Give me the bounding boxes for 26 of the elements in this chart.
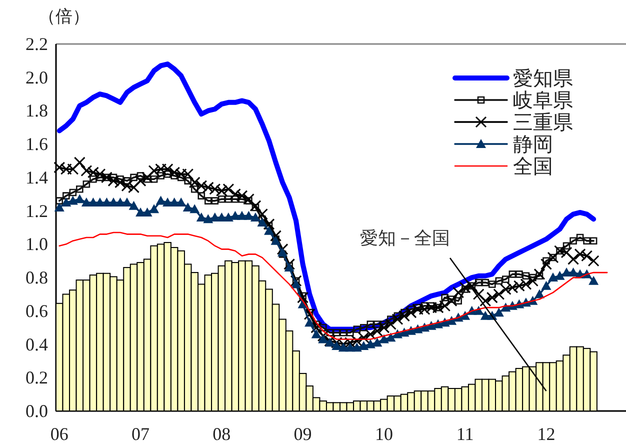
legend-label: 三重県	[513, 112, 573, 134]
y-tick-label: 0.4	[26, 334, 48, 354]
legend-label: 岐阜県	[513, 90, 573, 112]
legend-label: 愛知県	[513, 68, 573, 90]
x-tick-label: 06	[50, 424, 68, 444]
y-tick-label: 1.8	[26, 100, 48, 121]
x-tick-label: 08	[212, 424, 231, 444]
y-tick-label: 1.0	[26, 234, 48, 254]
y-tick-label: 1.6	[26, 134, 48, 154]
y-tick-label: 0.6	[26, 300, 48, 321]
x-tick-label: 12	[537, 424, 556, 444]
legend-label: 静岡	[513, 134, 553, 156]
y-tick-label: 2.2	[26, 34, 48, 54]
y-tick-label: 0.2	[26, 368, 48, 388]
x-tick-label: 09	[294, 424, 312, 444]
y-tick-label: 1.4	[26, 167, 48, 188]
y-tick-label: 0.8	[26, 268, 48, 288]
x-tick-label: 07	[132, 424, 150, 444]
x-tick-label: 11	[456, 424, 474, 444]
y-tick-label: 0.0	[26, 401, 48, 421]
y-axis-title: （倍）	[38, 7, 90, 26]
annotation: 愛知－全国	[360, 228, 450, 248]
legend-label: 全国	[513, 156, 553, 178]
y-tick-label: 2.0	[26, 67, 48, 88]
y-tick-label: 1.2	[26, 200, 48, 221]
x-tick-label: 10	[374, 424, 393, 444]
